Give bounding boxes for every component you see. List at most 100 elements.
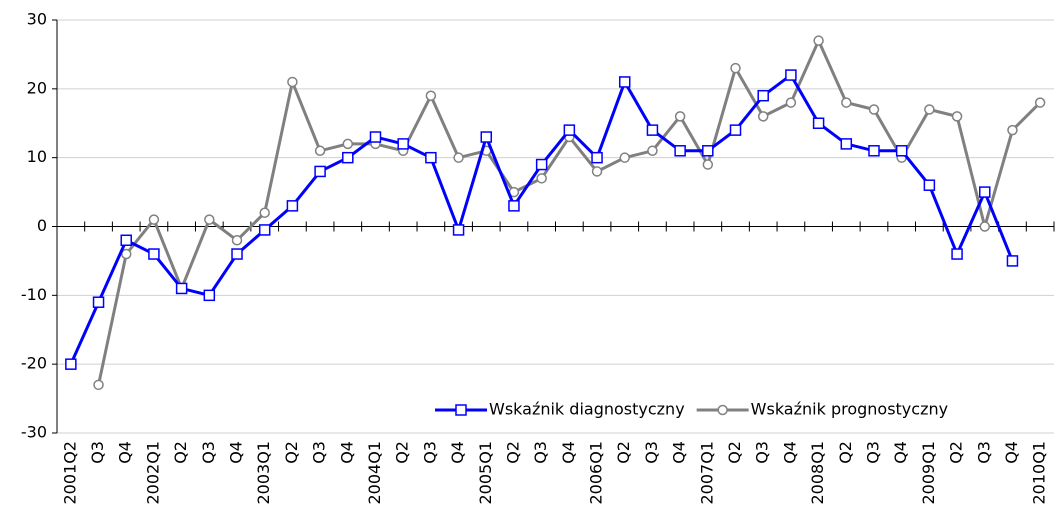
- legend-marker: [455, 404, 467, 416]
- point: [148, 214, 160, 225]
- point: [204, 214, 215, 225]
- point: [674, 145, 686, 157]
- point: [1007, 124, 1018, 136]
- point: [1006, 255, 1019, 267]
- x-tick-label: Q4: [559, 441, 578, 464]
- x-tick-label: Q4: [227, 441, 246, 464]
- x-tick-label: Q3: [642, 441, 661, 464]
- point: [120, 248, 132, 260]
- point: [425, 90, 437, 101]
- x-tick-label: Q3: [88, 441, 107, 464]
- point: [452, 224, 465, 236]
- point: [287, 76, 298, 88]
- point: [397, 138, 409, 150]
- point: [951, 111, 963, 122]
- x-tick-label: Q2: [725, 441, 744, 464]
- point: [868, 145, 880, 157]
- x-tick-label: 2007Q1: [697, 441, 716, 505]
- x-tick-label: Q4: [116, 441, 135, 464]
- y-tick-label: -30: [21, 423, 47, 442]
- point: [342, 138, 354, 150]
- y-tick-label: -10: [21, 285, 47, 304]
- x-tick-label: Q4: [337, 441, 356, 464]
- point: [591, 151, 603, 164]
- point: [425, 151, 437, 164]
- point: [785, 97, 797, 108]
- point: [979, 186, 991, 198]
- point: [895, 145, 908, 157]
- point: [231, 248, 243, 260]
- x-tick-label: Q4: [670, 441, 689, 464]
- point: [646, 124, 659, 136]
- x-tick-label: 2009Q1: [919, 441, 938, 505]
- point: [924, 104, 935, 115]
- series-line: [97, 36, 1042, 386]
- point: [259, 207, 270, 218]
- x-tick-label: 2004Q1: [365, 441, 384, 505]
- point: [480, 131, 493, 143]
- point: [93, 379, 104, 391]
- x-tick-label: Q3: [199, 441, 218, 464]
- point: [730, 62, 741, 74]
- point: [508, 200, 520, 212]
- point: [369, 131, 382, 143]
- x-tick-label: Q2: [282, 441, 301, 464]
- point: [729, 124, 742, 136]
- point: [868, 104, 880, 115]
- point: [314, 165, 326, 178]
- point: [453, 152, 464, 163]
- point: [702, 145, 714, 157]
- point: [813, 35, 824, 46]
- point: [840, 138, 853, 150]
- x-tick-label: 2002Q1: [143, 441, 162, 505]
- legend-marker: [717, 404, 728, 416]
- point: [175, 282, 188, 295]
- point: [757, 89, 769, 102]
- point: [785, 69, 797, 81]
- x-tick-label: Q4: [1002, 441, 1021, 464]
- point: [619, 152, 630, 163]
- legend-label: Wskaźnik diagnostyczny: [489, 400, 685, 419]
- x-tick-label: 2003Q1: [254, 441, 273, 505]
- x-tick-label: Q2: [614, 441, 633, 464]
- point: [591, 166, 603, 177]
- point: [757, 111, 769, 122]
- x-tick-label: 2006Q1: [587, 441, 606, 505]
- point: [342, 151, 354, 164]
- point: [647, 145, 658, 157]
- x-tick-label: Q3: [863, 441, 882, 464]
- point: [841, 97, 852, 108]
- point: [536, 173, 547, 184]
- point: [203, 289, 216, 302]
- x-tick-label: Q4: [780, 441, 799, 464]
- y-tick-label: 30: [27, 10, 47, 29]
- point: [674, 111, 686, 122]
- point: [618, 76, 631, 88]
- point: [563, 124, 576, 136]
- y-tick-label: 10: [27, 147, 47, 166]
- point: [979, 221, 991, 232]
- x-tick-label: Q2: [503, 441, 522, 464]
- point: [231, 235, 243, 246]
- y-tick-label: -20: [21, 354, 47, 373]
- point: [951, 248, 963, 260]
- point: [535, 158, 548, 171]
- point: [314, 145, 326, 157]
- x-tick-label: Q3: [974, 441, 993, 464]
- legend-label: Wskaźnik prognostyczny: [751, 400, 948, 419]
- x-tick-label: Q3: [310, 441, 329, 464]
- x-tick-label: 2001Q2: [60, 441, 79, 505]
- y-tick-label: 0: [37, 216, 47, 235]
- x-tick-label: Q2: [947, 441, 966, 464]
- point: [92, 296, 105, 308]
- point: [65, 358, 77, 370]
- x-tick-label: Q3: [753, 441, 772, 464]
- point: [148, 248, 160, 260]
- x-tick-label: Q2: [171, 441, 190, 464]
- point: [120, 234, 132, 247]
- x-tick-label: 2005Q1: [476, 441, 495, 505]
- point: [812, 117, 825, 129]
- x-tick-label: Q2: [836, 441, 855, 464]
- y-tick-label: 20: [27, 78, 47, 97]
